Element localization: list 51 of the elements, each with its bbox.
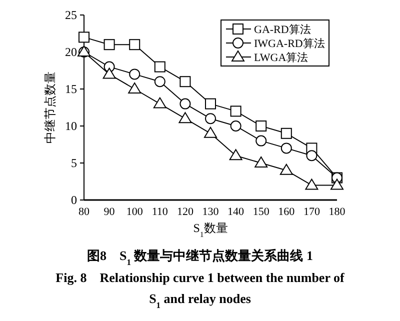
point [306, 150, 318, 162]
y-tick-label: 0 [71, 193, 77, 208]
point [102, 68, 116, 79]
point [280, 142, 292, 154]
point [280, 164, 293, 175]
legend-label: IWGA-RD算法 [254, 36, 325, 50]
point [230, 106, 242, 117]
y-tick-label: 25 [65, 8, 77, 22]
point [230, 120, 242, 132]
point [180, 76, 191, 88]
y-tick-label: 5 [71, 156, 77, 170]
point [205, 113, 216, 124]
point [205, 98, 216, 110]
x-tick-label: 80 [78, 206, 90, 218]
point [180, 98, 191, 110]
y-tick-label: 15 [65, 82, 77, 96]
x-tick-label: 180 [328, 206, 346, 218]
legend-label: LWGA算法 [254, 50, 308, 64]
point [256, 120, 267, 132]
legend-label: GA-RD算法 [254, 22, 311, 36]
text: Fig. 8 Relationship curve 1 between the number of S$_{1}$ and relay nodes [56, 270, 345, 310]
x-axis-title: S$_{1}$数量 [193, 221, 228, 238]
text: 图8 S$_{1}$ 数量与中继节点数量关系曲线 1 [87, 248, 313, 267]
point [229, 149, 242, 160]
y-axis-title: 中继节点数量 [43, 72, 57, 144]
x-tick-label: 140 [228, 206, 245, 218]
x-tick-label: 160 [278, 206, 296, 218]
y-tick-label: 10 [65, 119, 77, 134]
point [280, 128, 292, 139]
point [129, 68, 140, 80]
point [254, 156, 268, 168]
x-tick-label: 150 [252, 206, 270, 218]
point [128, 82, 142, 94]
point [330, 178, 344, 190]
x-tick-label: 120 [176, 206, 194, 218]
x-tick-label: 130 [202, 206, 220, 218]
point [129, 39, 140, 50]
x-tick-label: 100 [126, 206, 144, 218]
x-tick-label: 170 [303, 206, 320, 218]
point [153, 97, 166, 108]
point [104, 39, 115, 50]
x-tick-label: 90 [104, 206, 116, 218]
x-tick-label: 110 [152, 206, 168, 218]
point [256, 135, 267, 146]
point [305, 178, 318, 190]
point [204, 126, 217, 138]
y-tick-label: 20 [65, 45, 77, 60]
point [178, 112, 192, 124]
point [78, 32, 90, 43]
point [154, 61, 166, 72]
point [154, 76, 166, 88]
